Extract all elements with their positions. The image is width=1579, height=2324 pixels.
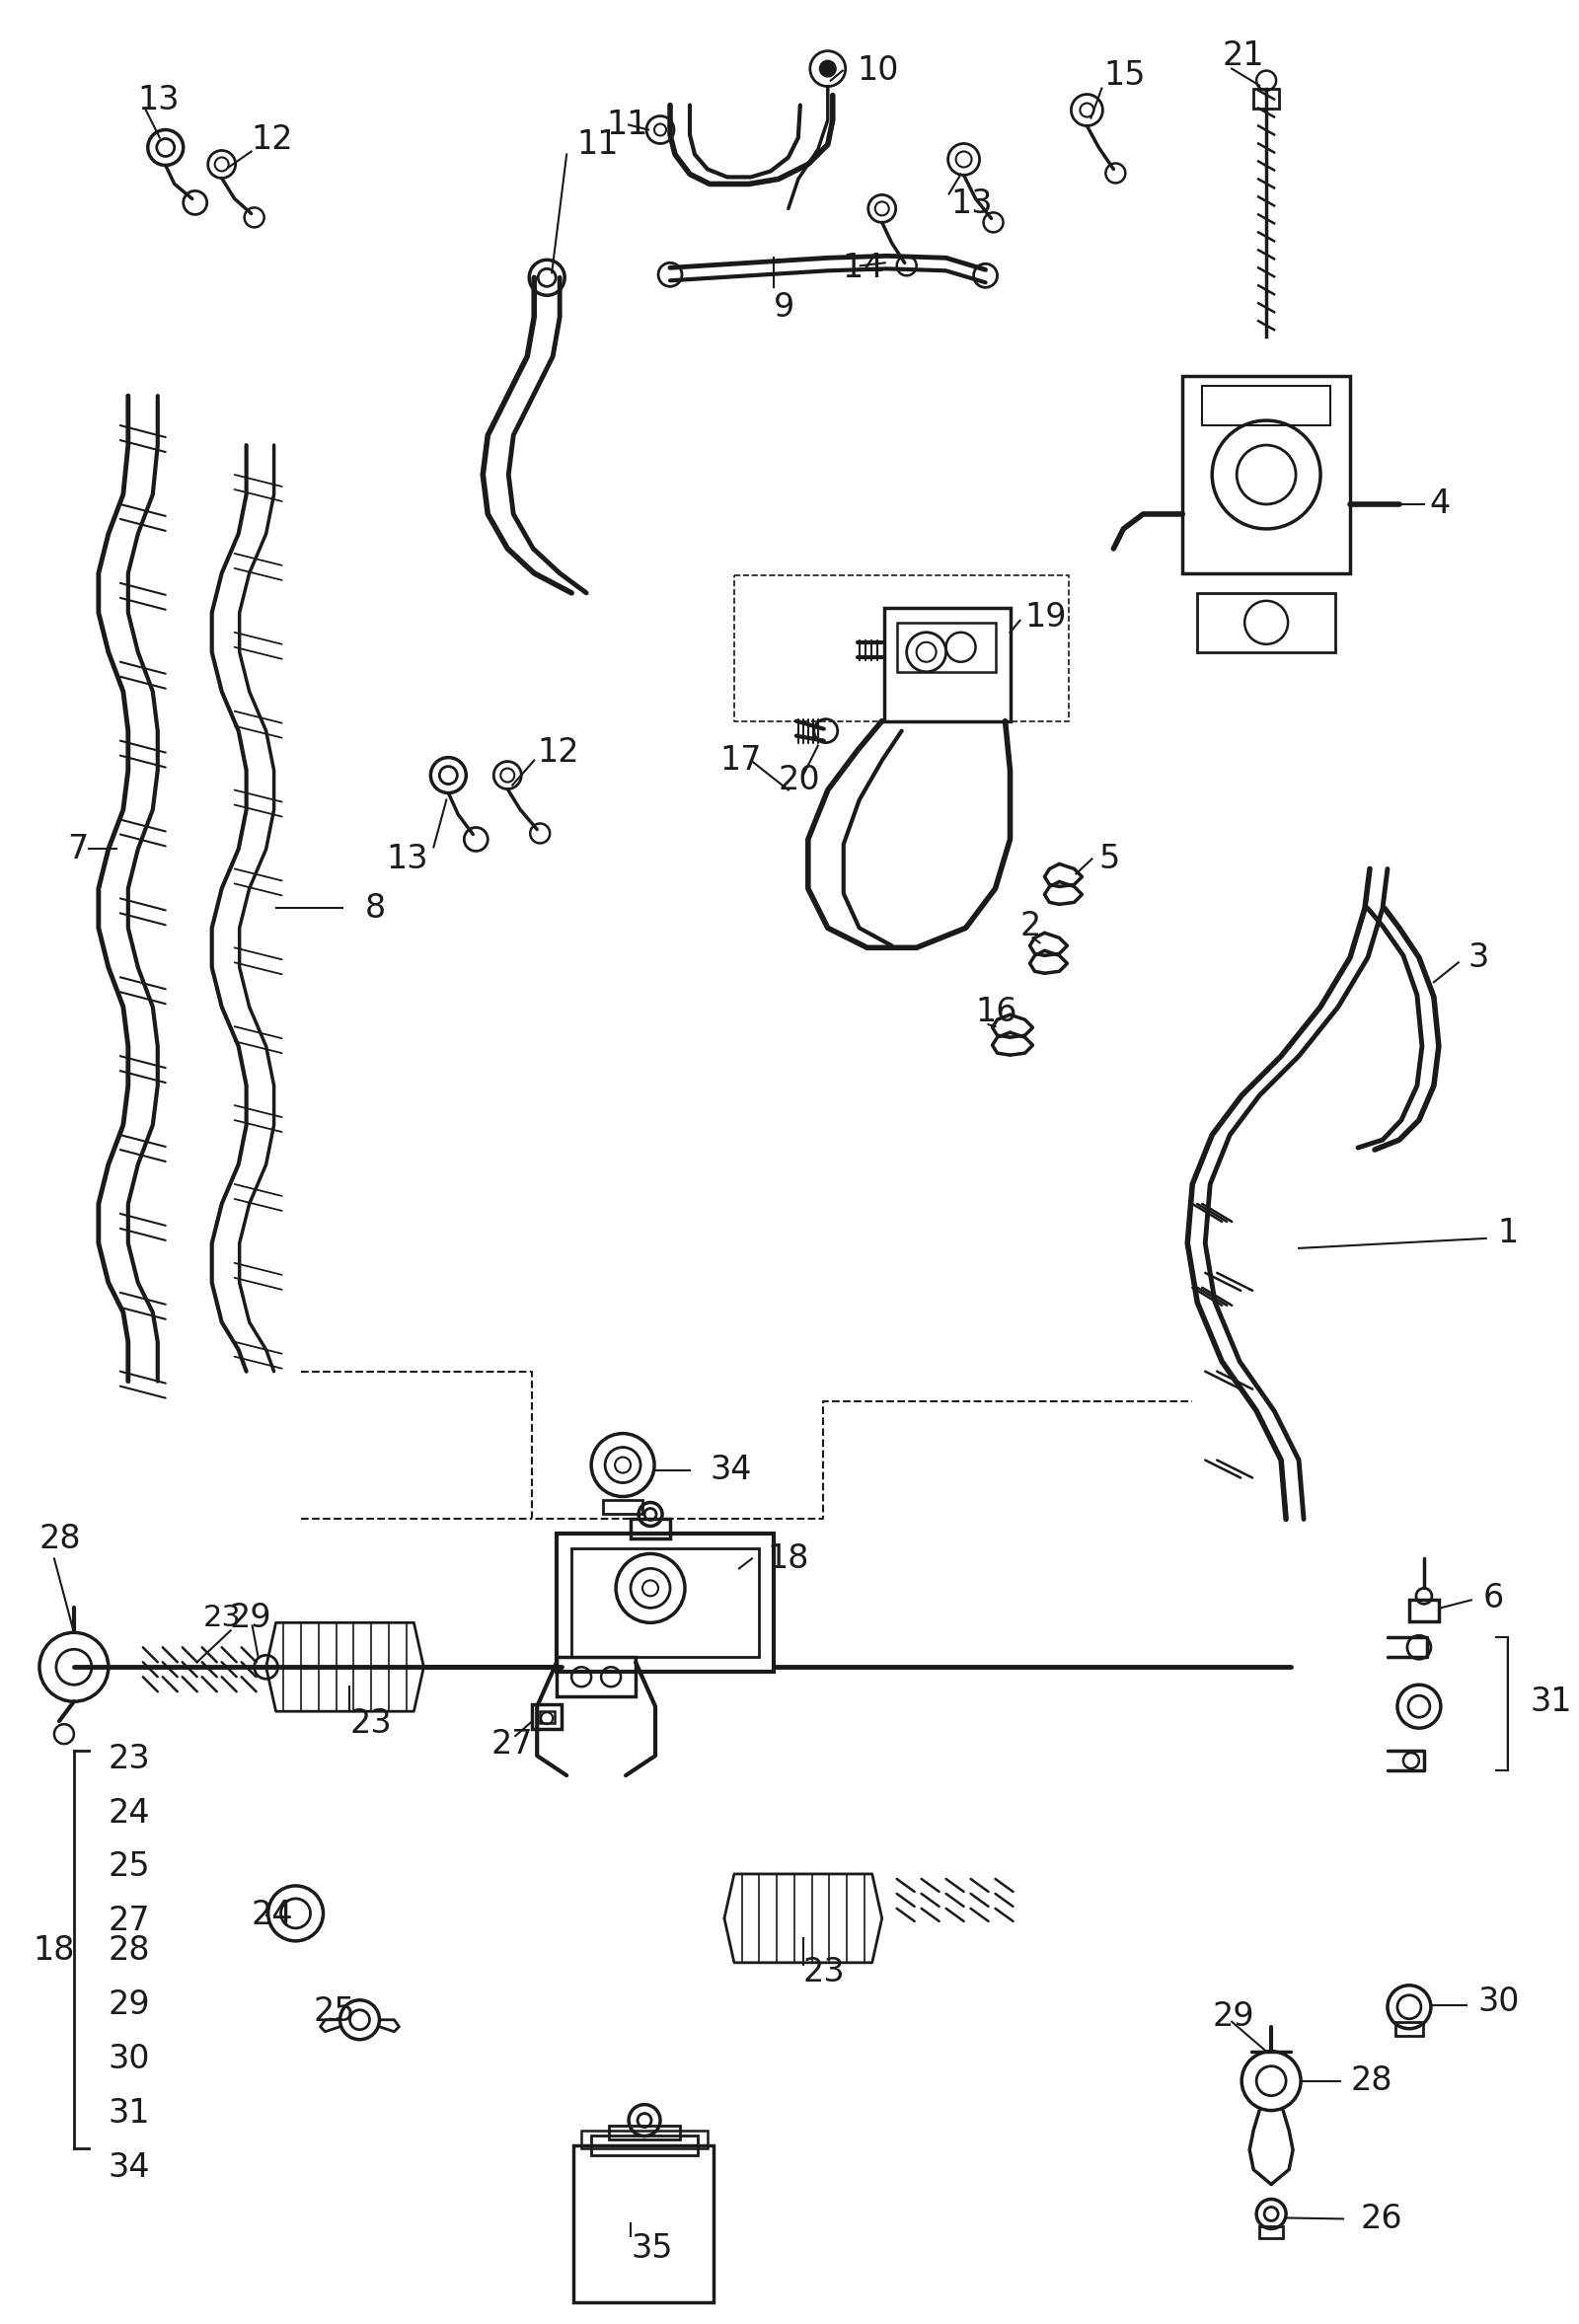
Text: 15: 15 (1104, 60, 1146, 93)
Text: 3: 3 (1468, 941, 1489, 974)
Bar (540, 1710, 554, 1722)
Text: 31: 31 (1530, 1685, 1573, 1717)
Bar (897, 623, 995, 672)
Bar (591, 2136, 698, 2154)
Text: 29: 29 (1213, 2001, 1254, 2034)
Text: 27: 27 (491, 1727, 532, 1759)
Bar (572, 1548, 759, 1657)
Text: 13: 13 (137, 84, 180, 116)
Bar (630, 1520, 669, 1538)
Bar (1260, 2226, 1284, 2238)
Bar (603, 1499, 643, 1515)
Text: 25: 25 (313, 1996, 355, 2029)
Text: 20: 20 (778, 765, 821, 797)
Bar (557, 1534, 774, 1671)
Text: 26: 26 (1360, 2203, 1402, 2236)
Text: 9: 9 (774, 290, 794, 323)
Circle shape (820, 60, 835, 77)
Text: 29: 29 (229, 1601, 272, 1634)
Text: 28: 28 (109, 1934, 150, 1966)
Text: 18: 18 (767, 1543, 808, 1576)
Text: 31: 31 (109, 2096, 150, 2129)
Text: 6: 6 (1483, 1583, 1505, 1615)
Text: 28: 28 (1350, 2064, 1393, 2096)
Text: 23: 23 (204, 1604, 242, 1631)
Text: 24: 24 (109, 1796, 150, 1829)
Text: 28: 28 (39, 1522, 82, 1555)
Text: 16: 16 (976, 995, 1017, 1027)
Text: 25: 25 (109, 1850, 150, 1882)
Text: 24: 24 (251, 1899, 294, 1931)
Text: 30: 30 (1478, 1985, 1521, 2017)
Text: 35: 35 (630, 2231, 673, 2264)
Bar (557, 1657, 636, 1697)
Text: 34: 34 (709, 1452, 752, 1487)
Text: 23: 23 (804, 1957, 845, 1989)
Text: 11: 11 (576, 128, 619, 160)
Text: 2: 2 (1020, 909, 1041, 941)
Bar (609, 2124, 681, 2138)
Text: 10: 10 (857, 53, 900, 86)
Text: 23: 23 (351, 1706, 392, 1738)
Text: 8: 8 (365, 892, 385, 925)
Bar (1197, 593, 1336, 653)
Bar (884, 607, 1011, 720)
Text: 7: 7 (66, 832, 88, 865)
Text: 29: 29 (109, 1989, 150, 2022)
Bar (581, 2131, 707, 2147)
Text: 5: 5 (1099, 844, 1120, 876)
Bar (573, 2145, 714, 2303)
Text: 34: 34 (109, 2152, 150, 2185)
Text: 12: 12 (537, 737, 579, 769)
Bar (1396, 2022, 1423, 2036)
Text: 17: 17 (720, 744, 761, 776)
Text: 18: 18 (33, 1934, 76, 1966)
Text: 11: 11 (606, 109, 647, 142)
Text: 23: 23 (109, 1743, 150, 1776)
Text: 27: 27 (109, 1906, 150, 1938)
Text: 12: 12 (251, 123, 294, 156)
Bar (532, 1703, 562, 1729)
Text: 4: 4 (1429, 488, 1450, 521)
Text: 14: 14 (843, 251, 884, 284)
Bar (1254, 88, 1279, 109)
Text: 13: 13 (951, 188, 993, 221)
Text: 1: 1 (1498, 1218, 1519, 1250)
Text: 21: 21 (1222, 40, 1265, 72)
Text: 13: 13 (387, 844, 428, 876)
Bar (1183, 376, 1350, 574)
Text: 30: 30 (109, 2043, 150, 2075)
Bar (1408, 1599, 1438, 1622)
Text: 19: 19 (1025, 602, 1067, 634)
Bar (1202, 386, 1331, 425)
